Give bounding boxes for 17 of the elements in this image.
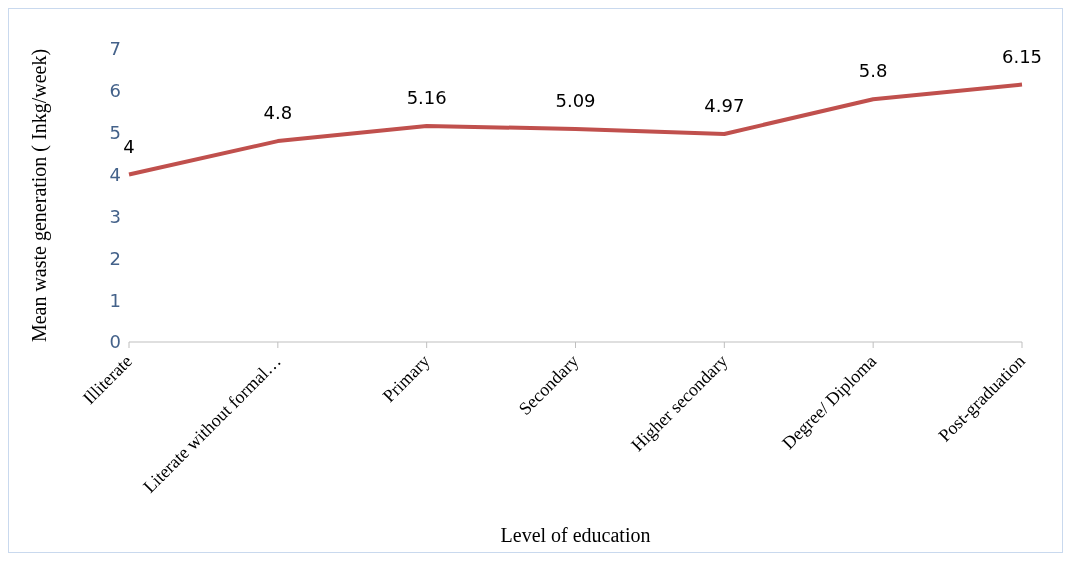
y-tick-label: 7 bbox=[109, 38, 121, 60]
data-label: 5.16 bbox=[406, 87, 447, 109]
data-label: 6.15 bbox=[1001, 45, 1043, 67]
y-tick-label: 0 bbox=[109, 331, 121, 353]
y-tick-label: 6 bbox=[109, 80, 121, 102]
y-axis-title: Mean waste generation ( Inkg/week) bbox=[28, 48, 52, 343]
data-label: 5.09 bbox=[555, 89, 596, 111]
x-axis-title: Level of education bbox=[500, 524, 651, 546]
y-tick-label: 4 bbox=[109, 163, 121, 185]
data-label: 5.8 bbox=[858, 60, 888, 82]
data-label: 4 bbox=[123, 135, 135, 157]
y-tick-label: 3 bbox=[109, 205, 121, 227]
y-tick-label: 2 bbox=[109, 247, 121, 269]
data-label: 4.97 bbox=[704, 94, 745, 116]
y-tick-label: 1 bbox=[109, 289, 121, 311]
y-tick-label: 5 bbox=[109, 122, 121, 144]
data-label: 4.8 bbox=[263, 102, 293, 124]
